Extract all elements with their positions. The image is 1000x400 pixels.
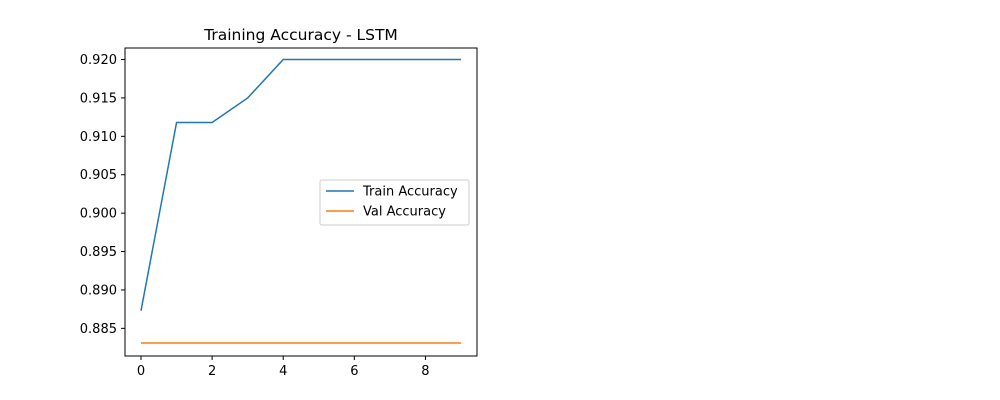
x-tick-label: 4 [279,364,287,379]
y-tick-label: 0.920 [80,53,117,68]
x-tick-label: 2 [208,364,216,379]
chart-title: Training Accuracy - LSTM [203,26,398,44]
y-tick-label: 0.905 [80,168,117,183]
plot-frame [124,47,478,357]
y-tick-label: 0.895 [80,245,117,260]
legend-label-1: Val Accuracy [363,205,446,220]
y-tick-label: 0.900 [80,207,117,222]
x-tick-label: 0 [137,364,145,379]
y-tick-label: 0.885 [80,322,117,337]
series-line-0 [140,58,461,311]
y-tick-label: 0.915 [80,91,117,106]
legend-label-0: Train Accuracy [362,185,458,200]
y-axis: 0.885 0.890 0.895 0.900 0.905 0.910 0.915 0.920 [80,53,125,337]
x-tick-label: 8 [421,364,429,379]
legend: Train Accuracy Val Accuracy [319,179,470,226]
y-tick-label: 0.910 [80,130,117,145]
y-tick-label: 0.890 [80,283,117,298]
x-axis: 0 2 4 6 8 [137,356,430,379]
plot-series [140,58,461,344]
x-tick-label: 6 [350,364,358,379]
legend-box [319,179,470,226]
